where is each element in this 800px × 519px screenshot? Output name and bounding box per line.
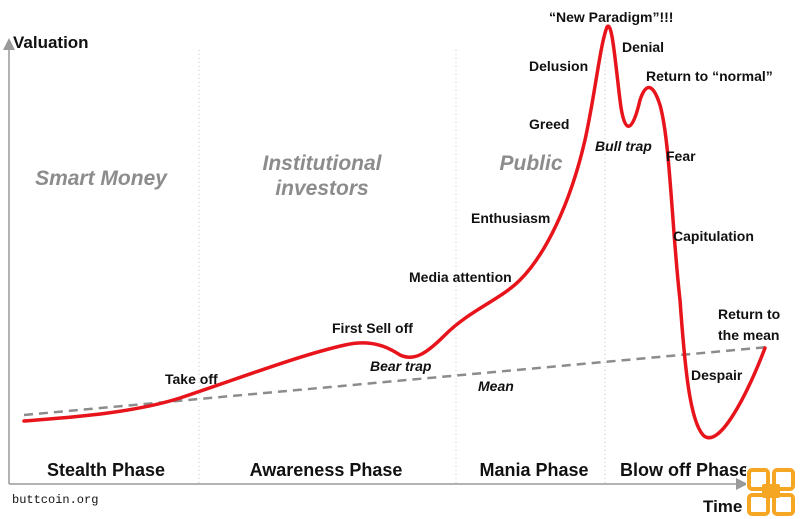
label-enthusiasm: Enthusiasm <box>471 210 550 226</box>
label-bull-trap: Bull trap <box>595 138 652 154</box>
label-new-paradigm: “New Paradigm”!!! <box>549 9 673 25</box>
x-axis-label: Time <box>703 497 742 516</box>
group-institutional-line1: Institutional <box>263 152 383 175</box>
phase-stealth: Stealth Phase <box>47 460 165 480</box>
label-return-to-mean-line1: Return to <box>718 306 780 322</box>
phase-blowoff: Blow off Phase <box>620 460 749 480</box>
valuation-curve <box>22 24 767 440</box>
label-return-to-mean-line2: the mean <box>718 327 779 343</box>
label-media-attention: Media attention <box>409 269 512 285</box>
label-take-off: Take off <box>165 371 218 387</box>
y-axis-label: Valuation <box>13 33 89 52</box>
phase-mania: Mania Phase <box>479 460 588 480</box>
label-first-sell-off: First Sell off <box>332 320 413 336</box>
label-delusion: Delusion <box>529 58 588 74</box>
label-bear-trap: Bear trap <box>370 358 432 374</box>
label-capitulation: Capitulation <box>673 228 754 244</box>
orange-square-logo-icon <box>746 467 796 517</box>
label-denial: Denial <box>622 39 664 55</box>
group-smart-money: Smart Money <box>35 167 168 190</box>
group-institutional-line2: investors <box>275 177 368 200</box>
label-fear: Fear <box>666 148 696 164</box>
label-greed: Greed <box>529 116 569 132</box>
label-return-to-normal: Return to “normal” <box>646 68 773 84</box>
credit-text: buttcoin.org <box>12 493 98 507</box>
label-despair: Despair <box>691 367 743 383</box>
group-public: Public <box>499 152 562 175</box>
label-mean: Mean <box>478 378 514 394</box>
phase-awareness: Awareness Phase <box>250 460 403 480</box>
mean-line <box>23 345 769 417</box>
